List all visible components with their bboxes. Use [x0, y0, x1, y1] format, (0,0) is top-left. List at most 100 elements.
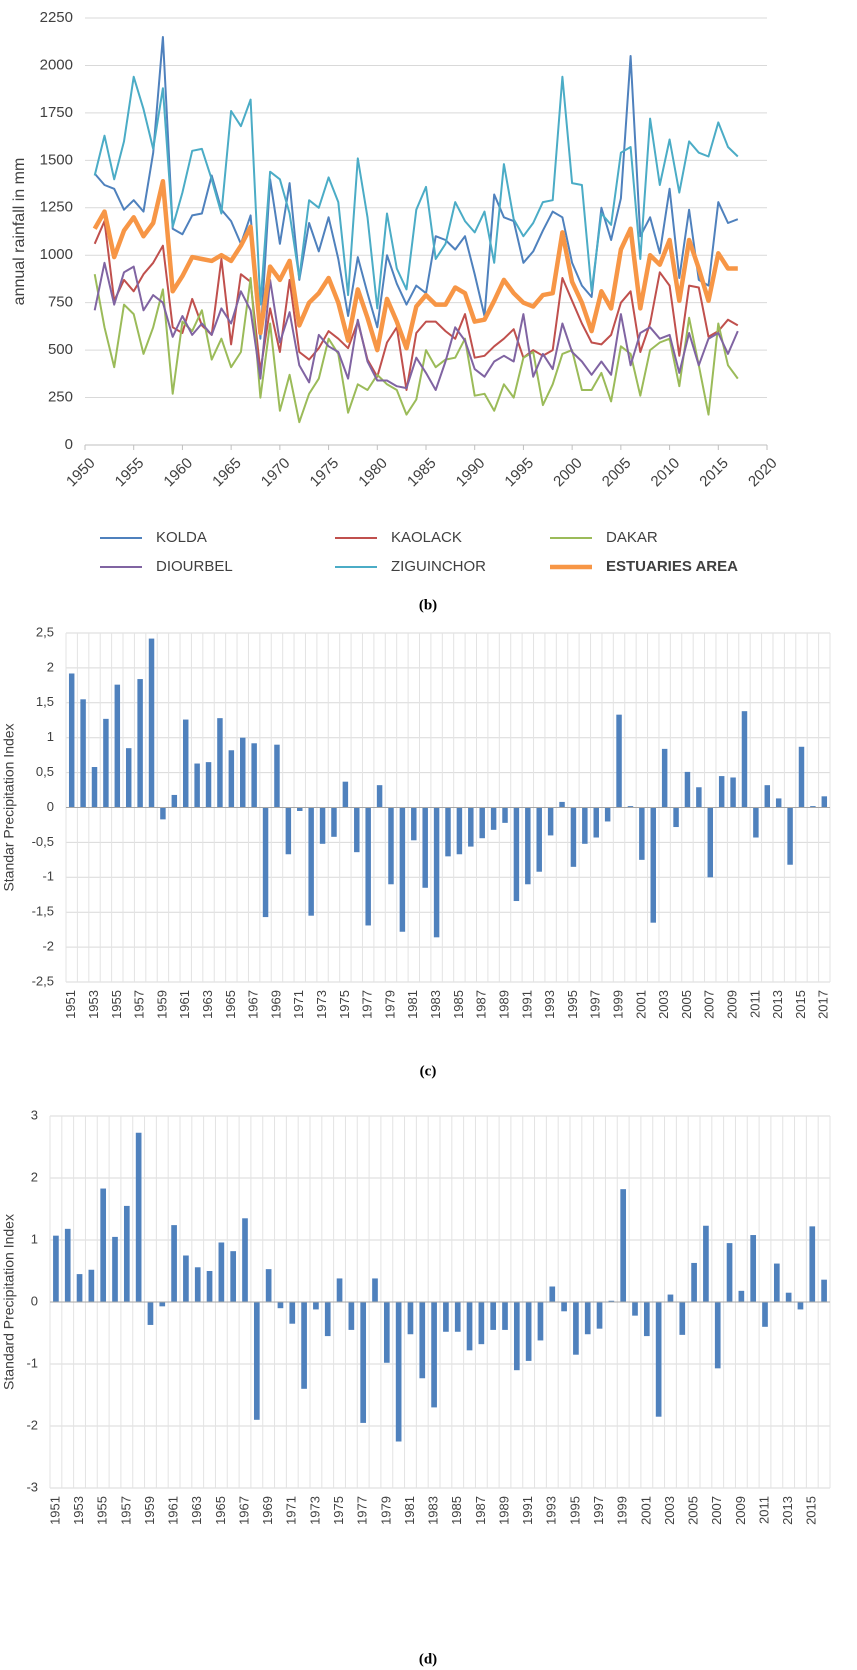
- bar: [125, 748, 132, 808]
- x-tick-label: 1965: [209, 455, 245, 491]
- y-tick-label: -1: [26, 1355, 38, 1370]
- bar: [331, 807, 337, 837]
- x-tick-label: 1975: [337, 990, 352, 1019]
- y-tick-label: 2: [31, 1169, 38, 1184]
- x-tick-label: 2001: [633, 990, 648, 1019]
- bar: [787, 807, 793, 865]
- x-tick-label: 1995: [501, 455, 537, 491]
- x-tick-label: 1971: [291, 990, 306, 1019]
- bar: [502, 1302, 508, 1330]
- bar: [313, 1302, 319, 1310]
- bar: [762, 1302, 768, 1327]
- bar: [171, 1225, 177, 1302]
- bar: [194, 763, 200, 808]
- bar: [53, 1235, 59, 1302]
- bar: [399, 807, 406, 932]
- y-tick-label: 500: [48, 341, 73, 358]
- bar: [365, 807, 371, 926]
- y-tick-label: -0,5: [32, 834, 54, 849]
- bar: [632, 1302, 638, 1316]
- x-tick-label: 2000: [550, 455, 586, 491]
- bar: [360, 1302, 367, 1423]
- x-tick-label: 1989: [496, 990, 511, 1019]
- x-tick-label: 1987: [474, 990, 489, 1019]
- bar: [240, 737, 246, 808]
- bar: [559, 801, 565, 808]
- bar: [80, 699, 86, 808]
- x-tick-label: 2013: [780, 1496, 795, 1525]
- bar: [718, 776, 725, 808]
- y-tick-label: -1,5: [32, 904, 54, 919]
- x-tick-label: 1975: [331, 1496, 346, 1525]
- bar: [262, 807, 269, 918]
- bar: [639, 807, 645, 860]
- x-tick-label: 2007: [702, 990, 717, 1019]
- y-tick-label: 1750: [40, 104, 73, 121]
- y-tick-label: 1500: [40, 151, 73, 168]
- x-tick-label: 2003: [656, 990, 671, 1019]
- bar: [573, 1302, 579, 1355]
- bar: [265, 1269, 272, 1302]
- bar: [230, 1251, 237, 1302]
- bar: [490, 807, 497, 830]
- bar: [608, 1300, 615, 1302]
- y-tick-label: 1: [47, 729, 54, 744]
- x-tick-label: 1963: [200, 990, 215, 1019]
- series-line: [92, 178, 738, 353]
- x-tick-label: 2020: [745, 455, 781, 491]
- bar: [301, 1302, 307, 1389]
- bar: [775, 798, 782, 808]
- x-tick-label: 1990: [453, 455, 489, 491]
- x-tick-label: 1993: [542, 990, 557, 1019]
- bar: [147, 1302, 154, 1325]
- bar: [549, 1286, 556, 1302]
- bar: [454, 1302, 461, 1332]
- bar: [809, 1226, 816, 1302]
- bar: [228, 750, 235, 808]
- bar: [206, 1271, 213, 1302]
- bar: [810, 806, 816, 808]
- x-tick-label: 1993: [544, 1496, 559, 1525]
- bar: [661, 748, 668, 808]
- bar: [750, 1235, 757, 1302]
- x-tick-label: 1985: [449, 1496, 464, 1525]
- x-tick-label: 1953: [71, 1496, 86, 1525]
- bar: [114, 684, 121, 808]
- y-tick-label: 1250: [40, 199, 73, 216]
- y-tick-label: 0: [65, 436, 73, 453]
- y-tick-label: 2,5: [36, 624, 54, 639]
- bar: [726, 1243, 733, 1302]
- bar: [466, 1302, 473, 1351]
- bar: [570, 807, 577, 867]
- x-tick-label: 2015: [793, 990, 808, 1019]
- bar: [112, 1236, 118, 1302]
- x-tick-label: 2001: [638, 1496, 653, 1525]
- bar: [251, 743, 257, 808]
- bar: [205, 762, 212, 808]
- x-tick-label: 1953: [86, 990, 101, 1019]
- x-tick-label: 1959: [142, 1496, 157, 1525]
- bar: [148, 638, 155, 808]
- bar: [673, 807, 679, 828]
- bar: [490, 1302, 497, 1330]
- x-tick-label: 2010: [648, 455, 684, 491]
- bar: [684, 771, 691, 808]
- bar: [336, 1278, 343, 1302]
- x-tick-label: 2015: [804, 1496, 819, 1525]
- bar: [194, 1267, 201, 1302]
- bar: [297, 807, 303, 811]
- x-tick-label: 1981: [405, 990, 420, 1019]
- x-tick-label: 1995: [565, 990, 580, 1019]
- legend-label: DAKAR: [606, 529, 658, 546]
- bar: [395, 1302, 402, 1442]
- y-tick-label: -1: [42, 869, 54, 884]
- bar: [797, 1302, 804, 1310]
- x-tick-label: 1963: [189, 1496, 204, 1525]
- x-tick-label: 1983: [426, 1496, 441, 1525]
- bar: [821, 796, 828, 808]
- bar: [667, 1294, 674, 1302]
- x-tick-label: 1995: [567, 1496, 582, 1525]
- bar: [584, 1302, 591, 1335]
- bar: [308, 807, 314, 916]
- x-tick-label: 1979: [378, 1496, 393, 1525]
